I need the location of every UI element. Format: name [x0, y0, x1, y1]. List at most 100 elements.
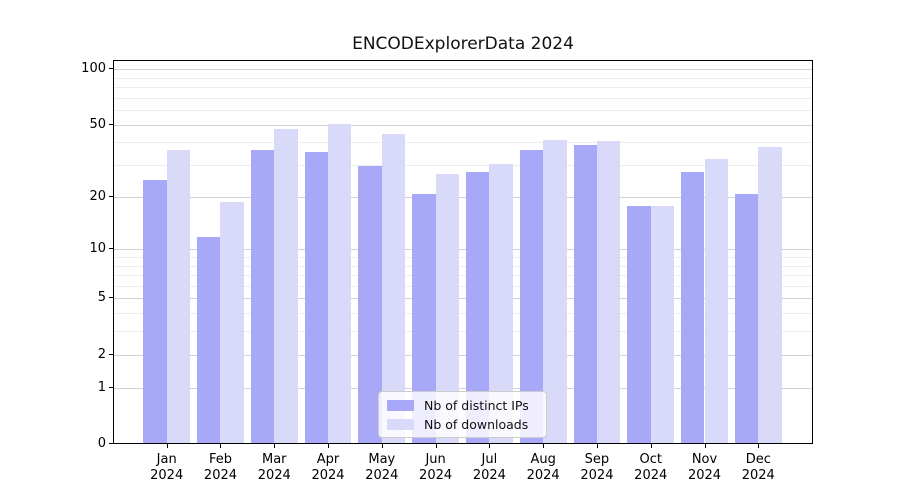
x-tick-year: 2024	[203, 468, 238, 483]
bar-downloads-aug	[543, 139, 567, 443]
x-tick-mark-apr	[328, 444, 330, 448]
gridline-90	[114, 77, 812, 79]
bar-downloads-jan	[166, 149, 191, 443]
x-tick-label-jun: Jun 2024	[404, 452, 468, 484]
x-tick-month: Jan	[156, 452, 177, 467]
y-tick-mark-0	[109, 443, 113, 444]
bar-downloads-sep	[596, 141, 621, 443]
x-tick-year: 2024	[741, 468, 775, 483]
y-tick-label-2: 2	[97, 346, 106, 362]
x-tick-label-feb: Feb 2024	[188, 452, 252, 484]
x-tick-year: 2024	[311, 468, 345, 483]
x-tick-month: Mar	[261, 452, 287, 467]
x-tick-month: Aug	[530, 452, 556, 467]
x-tick-mark-oct	[650, 444, 652, 448]
bar-downloads-mar	[274, 128, 298, 443]
x-tick-month: Jun	[425, 452, 446, 467]
x-tick-mark-jul	[489, 444, 491, 448]
bar-distinct-ips-aug	[519, 149, 544, 443]
gridline-9	[114, 257, 812, 258]
x-tick-month: Dec	[745, 452, 771, 467]
x-tick-mark-feb	[220, 444, 222, 448]
x-tick-year: 2024	[687, 468, 722, 483]
x-tick-label-aug: Aug 2024	[511, 452, 575, 484]
bar-distinct-ips-oct	[627, 205, 651, 443]
x-tick-mark-nov	[704, 444, 706, 448]
y-tick-label-0: 0	[97, 436, 106, 451]
gridline-20	[114, 196, 812, 198]
gridline-40	[114, 142, 812, 144]
x-tick-month: Oct	[639, 452, 662, 467]
bar-downloads-apr	[328, 124, 352, 443]
x-tick-month: Feb	[208, 452, 232, 467]
y-tick-label-1: 1	[97, 379, 106, 395]
x-tick-year: 2024	[580, 468, 614, 483]
y-tick-label-20: 20	[89, 188, 106, 204]
bar-downloads-jul	[489, 163, 513, 443]
bar-downloads-dec	[758, 147, 782, 443]
gridline-5	[114, 298, 812, 300]
y-tick-mark-10	[109, 248, 113, 250]
x-tick-month: Nov	[691, 452, 718, 467]
bar-distinct-ips-jul	[466, 171, 490, 443]
legend-label-downloads: Nb of downloads	[424, 416, 529, 432]
x-tick-label-sep: Sep 2024	[565, 452, 629, 484]
x-tick-year: 2024	[257, 468, 291, 483]
legend-label-distinct-ips: Nb of distinct IPs	[424, 397, 529, 413]
x-tick-month: May	[368, 452, 396, 467]
legend-swatch-distinct-ips-icon	[387, 399, 414, 411]
bar-distinct-ips-nov	[681, 171, 705, 443]
bar-distinct-ips-mar	[250, 149, 275, 443]
gridline-1	[114, 387, 812, 389]
y-tick-mark-100	[109, 68, 113, 70]
gridline-60	[114, 110, 812, 112]
gridline-70	[114, 97, 812, 99]
bar-downloads-jun	[435, 174, 459, 443]
legend-swatch-downloads-icon	[387, 418, 414, 430]
y-tick-mark-5	[109, 297, 113, 299]
chart-title: ENCODExplorerData 2024	[352, 34, 574, 54]
legend-row-distinct-ips: Nb of distinct IPs	[387, 397, 538, 413]
bar-downloads-oct	[650, 205, 675, 443]
x-tick-label-apr: Apr 2024	[296, 452, 360, 484]
x-tick-year: 2024	[365, 468, 399, 483]
gridline-2	[114, 354, 812, 356]
x-tick-year: 2024	[150, 468, 184, 483]
bar-distinct-ips-sep	[573, 145, 597, 443]
legend: Nb of distinct IPs Nb of downloads	[378, 391, 547, 438]
bar-distinct-ips-may	[358, 166, 382, 443]
x-tick-mark-aug	[543, 444, 545, 448]
x-tick-mark-jun	[435, 444, 437, 448]
x-tick-mark-sep	[596, 444, 598, 448]
gridline-80	[114, 87, 812, 89]
y-tick-label-5: 5	[97, 290, 106, 306]
gridline-3	[114, 331, 812, 333]
gridline-50	[114, 124, 812, 126]
x-tick-year: 2024	[419, 468, 453, 483]
x-tick-year: 2024	[634, 468, 668, 483]
x-tick-label-mar: Mar 2024	[242, 452, 306, 484]
y-tick-label-10: 10	[89, 241, 106, 257]
gridline-4	[114, 313, 812, 315]
bar-distinct-ips-jan	[143, 180, 167, 443]
bar-distinct-ips-jun	[412, 193, 436, 443]
x-tick-mark-jan	[166, 444, 168, 448]
bar-downloads-may	[381, 134, 406, 443]
x-tick-month: Sep	[584, 452, 610, 467]
x-tick-mark-dec	[758, 444, 760, 448]
y-tick-mark-2	[109, 353, 113, 355]
x-tick-label-dec: Dec 2024	[726, 452, 790, 484]
x-tick-label-may: May 2024	[350, 452, 414, 484]
x-tick-label-nov: Nov 2024	[673, 452, 737, 484]
bar-downloads-feb	[220, 201, 244, 443]
x-tick-label-jul: Jul 2024	[457, 452, 521, 484]
bar-distinct-ips-dec	[734, 193, 759, 443]
x-tick-label-oct: Oct 2024	[619, 452, 683, 484]
x-tick-year: 2024	[472, 468, 506, 483]
x-tick-mark-mar	[274, 444, 276, 448]
y-tick-label-50: 50	[89, 116, 106, 132]
y-tick-mark-1	[109, 386, 113, 388]
gridline-100	[114, 69, 812, 71]
x-tick-year: 2024	[526, 468, 560, 483]
